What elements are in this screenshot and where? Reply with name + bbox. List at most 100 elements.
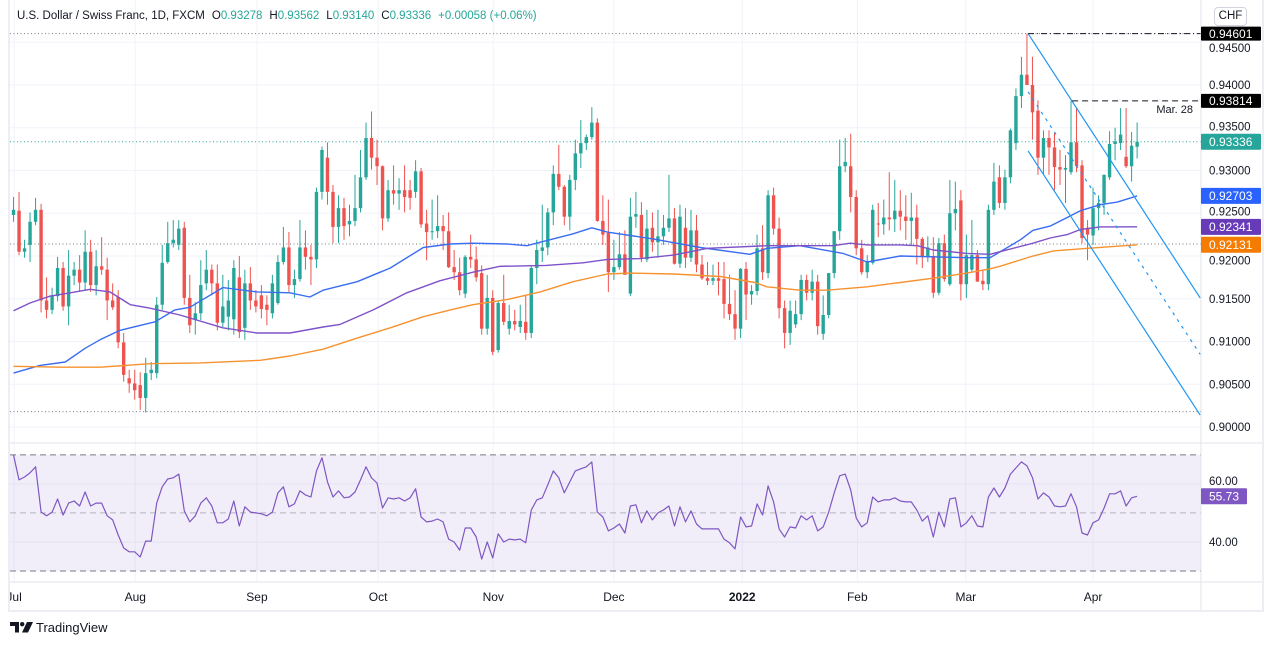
candle-body: [314, 191, 319, 260]
time-tick-label: Jul: [6, 590, 21, 604]
candle-body: [435, 226, 440, 232]
ma-purple-line[interactable]: [13, 226, 1138, 334]
candle-up: [1014, 88, 1018, 150]
candle-body: [210, 269, 214, 284]
candle-up: [199, 260, 203, 321]
candle-body: [804, 279, 809, 293]
candle-down: [777, 217, 781, 319]
candle-down: [782, 300, 787, 349]
candle-up: [358, 149, 363, 213]
level-price-label: 0.93814: [1201, 93, 1261, 108]
candle-body: [177, 228, 181, 245]
candle-up: [749, 285, 754, 305]
candle-body: [926, 247, 930, 257]
candle-up: [837, 139, 842, 240]
candle-down: [931, 237, 936, 298]
candle-up: [766, 190, 770, 279]
candle-up: [986, 204, 991, 291]
candle-body: [1069, 142, 1073, 173]
open-value: 0.93278: [220, 10, 263, 22]
high-label: H: [269, 10, 278, 22]
ma-blue-line[interactable]: [13, 195, 1138, 374]
channel-lower-trendline[interactable]: [1027, 150, 1201, 416]
rsi-line[interactable]: [12, 454, 1138, 560]
candle-down: [237, 256, 242, 339]
close-value: 0.93336: [389, 10, 432, 22]
candle-down: [1052, 132, 1057, 191]
time-tick-label: Nov: [483, 590, 504, 604]
open-label: O: [211, 10, 221, 22]
rsi-indicator: [10, 454, 1201, 572]
candle-body: [215, 283, 220, 323]
candle-down: [849, 133, 853, 213]
candle-body: [667, 218, 671, 228]
candle-up: [1003, 169, 1007, 210]
candle-body: [882, 217, 886, 225]
candle-body: [1080, 165, 1084, 239]
legend-low: L0.93140: [326, 9, 374, 23]
candle-body: [876, 223, 880, 225]
candle-body: [424, 223, 429, 233]
candle-body: [810, 281, 814, 293]
candle-body: [44, 300, 49, 310]
candles: [11, 33, 1139, 413]
ma-purple-price-label-bg: [1201, 218, 1261, 235]
candle-up: [1102, 174, 1106, 215]
tradingview-branding[interactable]: TradingView: [10, 619, 108, 635]
candle-body: [733, 314, 737, 329]
candle-body: [276, 261, 280, 304]
candle-body: [144, 373, 148, 398]
level-price-label-bg: [1201, 26, 1261, 41]
candle-body: [584, 137, 589, 144]
candle-body: [771, 195, 776, 229]
candle-down: [99, 237, 104, 275]
ma-orange-line[interactable]: [13, 244, 1138, 368]
channel-upper-trendline[interactable]: [1027, 33, 1201, 299]
candle-body: [1129, 145, 1134, 167]
currency-unit-button[interactable]: CHF: [1214, 7, 1247, 26]
candle-up: [193, 302, 197, 335]
candle-body: [55, 267, 60, 297]
candle-up: [347, 204, 352, 237]
candle-body: [931, 256, 936, 293]
candle-body: [121, 342, 126, 375]
candle-up: [166, 221, 170, 264]
candle-body: [171, 239, 175, 244]
candle-body: [920, 238, 925, 257]
candle-body: [689, 230, 693, 258]
ma-purple-price-label: 0.92341: [1201, 218, 1261, 235]
candle-up: [270, 274, 275, 319]
candle-up: [314, 187, 319, 268]
candle-body: [182, 227, 186, 298]
candle-down: [188, 274, 192, 333]
symbol-title[interactable]: U.S. Dollar / Swiss Franc, 1D, FXCM: [17, 10, 205, 22]
candle-down: [733, 290, 737, 340]
candle-body: [320, 149, 324, 192]
candle-body: [1008, 130, 1013, 178]
time-axis[interactable]: [10, 582, 1201, 610]
candle-up: [661, 214, 666, 245]
candle-body: [1113, 141, 1117, 144]
candle-body: [402, 190, 407, 198]
candle-up: [810, 269, 814, 301]
candle-body: [342, 208, 346, 227]
time-tick-label: Oct: [369, 590, 388, 604]
candle-up: [1091, 187, 1095, 245]
price-pane[interactable]: [10, 0, 1201, 443]
candle-body: [138, 385, 142, 398]
candle-body: [243, 283, 247, 328]
price-tick-label: 0.93500: [1209, 121, 1251, 133]
candle-down: [468, 234, 473, 268]
candle-body: [1041, 138, 1046, 158]
high-value: 0.93562: [277, 10, 320, 22]
candle-body: [204, 269, 208, 284]
level-price-label-bg: [1201, 93, 1261, 108]
candle-body: [722, 279, 726, 304]
candle-down: [441, 214, 445, 251]
time-tick-label: Sep: [246, 590, 268, 604]
candle-down: [1058, 149, 1062, 186]
candle-body: [915, 217, 919, 239]
candle-up: [551, 165, 555, 226]
level-price-label-text: 0.94601: [1209, 27, 1253, 41]
